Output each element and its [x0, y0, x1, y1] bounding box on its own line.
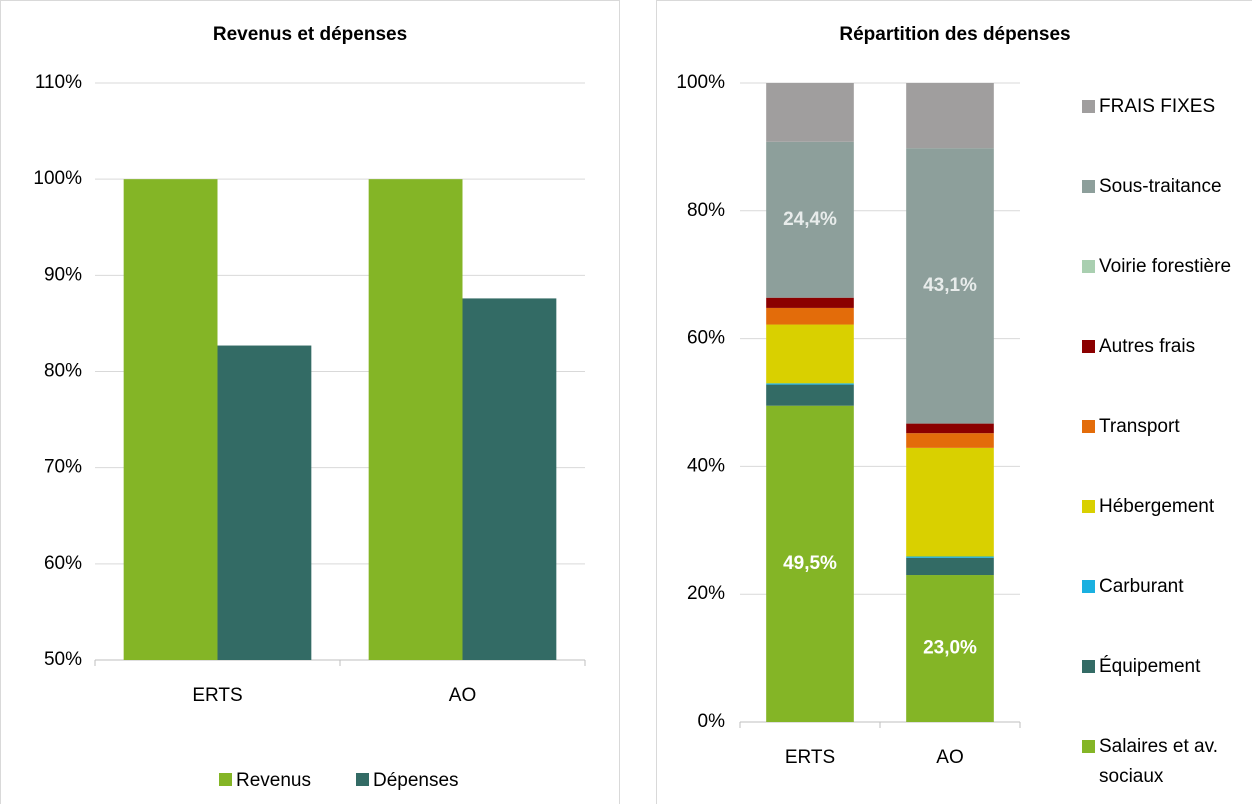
- legend-item: Salaires et av. sociaux: [1082, 732, 1252, 792]
- data-label: 24,4%: [783, 209, 837, 230]
- bar-segment: [906, 556, 994, 558]
- legend-label: Revenus: [236, 770, 311, 791]
- bar-segment: [766, 141, 854, 298]
- bar-segment: [766, 297, 854, 308]
- y-tick-label: 100%: [33, 168, 82, 189]
- bar-segment: [766, 324, 854, 384]
- legend-item: Carburant: [1082, 572, 1252, 602]
- legend-item: FRAIS FIXES: [1082, 92, 1252, 122]
- chart-title: Répartition des dépenses: [839, 24, 1070, 45]
- legend-swatch: [1082, 340, 1095, 353]
- bar-segment: [766, 383, 854, 385]
- x-tick-label: ERTS: [192, 685, 242, 706]
- bar-segment: [906, 423, 994, 434]
- x-tick-label: ERTS: [785, 747, 835, 768]
- legend-swatch: [1082, 660, 1095, 673]
- bar: [217, 345, 312, 660]
- y-tick-label: 60%: [44, 553, 82, 574]
- legend-swatch: [1082, 420, 1095, 433]
- legend-item: Équipement: [1082, 652, 1252, 682]
- bar-segment: [906, 447, 994, 557]
- x-tick-label: AO: [449, 685, 476, 706]
- y-tick-label: 80%: [687, 200, 725, 221]
- y-tick-label: 90%: [44, 264, 82, 285]
- y-tick-label: 70%: [44, 457, 82, 478]
- data-label: 49,5%: [783, 553, 837, 574]
- bar-segment: [766, 405, 854, 722]
- legend-swatch: [1082, 260, 1095, 273]
- y-tick-label: 80%: [44, 361, 82, 382]
- legend-item: Transport: [1082, 412, 1252, 442]
- bar: [462, 298, 557, 660]
- y-tick-label: 110%: [35, 72, 82, 93]
- legend-label: Dépenses: [373, 770, 459, 791]
- chart-title: Revenus et dépenses: [213, 24, 407, 45]
- legend-swatch: [1082, 100, 1095, 113]
- legend-swatch: [219, 773, 232, 786]
- legend-item: Autres frais: [1082, 332, 1252, 362]
- y-tick-label: 0%: [698, 711, 726, 732]
- legend-swatch: [356, 773, 369, 786]
- x-tick-label: AO: [936, 747, 963, 768]
- bar-segment: [906, 148, 994, 424]
- bar-segment: [766, 307, 854, 325]
- y-tick-label: 60%: [687, 328, 725, 349]
- chart-frame: [656, 0, 1252, 804]
- legend-swatch: [1082, 580, 1095, 593]
- y-tick-label: 40%: [687, 455, 725, 476]
- y-tick-label: 50%: [44, 649, 82, 670]
- legend-swatch: [1082, 500, 1095, 513]
- legend-item: Voirie forestière: [1082, 252, 1252, 282]
- legend-swatch: [1082, 740, 1095, 753]
- bar-segment: [766, 384, 854, 406]
- bar: [123, 179, 218, 660]
- bar-segment: [906, 83, 994, 149]
- y-tick-label: 100%: [676, 72, 725, 93]
- data-label: 43,1%: [923, 275, 977, 296]
- bar-segment: [906, 433, 994, 448]
- bar-segment: [766, 83, 854, 142]
- legend-item: Sous-traitance: [1082, 172, 1252, 202]
- y-tick-label: 20%: [687, 583, 725, 604]
- bar-segment: [906, 575, 994, 722]
- legend-item: Hébergement: [1082, 492, 1252, 522]
- data-label: 23,0%: [923, 638, 977, 659]
- legend-swatch: [1082, 180, 1095, 193]
- bar: [368, 179, 463, 660]
- bar-segment: [906, 557, 994, 576]
- chart-frame: [0, 0, 620, 804]
